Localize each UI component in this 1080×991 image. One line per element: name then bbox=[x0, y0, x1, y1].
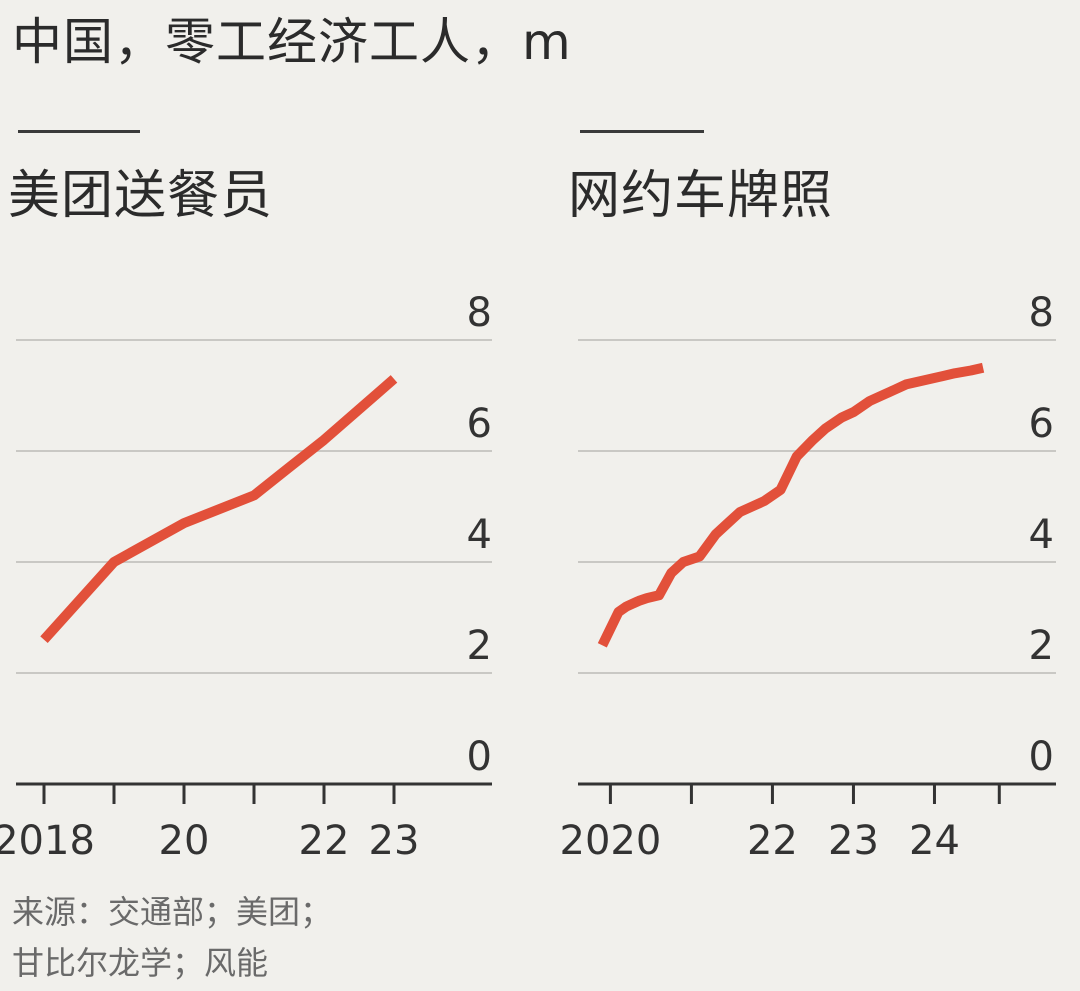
panel-right-rule bbox=[580, 130, 704, 133]
x-tick-label: 20 bbox=[159, 818, 210, 864]
x-tick-label: 22 bbox=[747, 818, 798, 864]
x-tick-label: 23 bbox=[369, 818, 420, 864]
y-tick-label: 2 bbox=[467, 623, 492, 669]
y-tick-label: 8 bbox=[1029, 290, 1054, 336]
source-line-1: 来源：交通部；美团； bbox=[12, 893, 333, 931]
x-tick-label: 23 bbox=[828, 818, 879, 864]
y-tick-label: 0 bbox=[467, 734, 492, 780]
y-tick-label: 4 bbox=[1029, 512, 1054, 558]
x-tick-label: 2018 bbox=[0, 818, 95, 864]
series-line bbox=[597, 362, 985, 648]
x-tick-label: 24 bbox=[909, 818, 960, 864]
y-tick-label: 6 bbox=[467, 401, 492, 447]
x-tick-label: 22 bbox=[299, 818, 350, 864]
y-tick-label: 2 bbox=[1029, 623, 1054, 669]
y-tick-label: 0 bbox=[1029, 734, 1054, 780]
source-line-2: 甘比尔龙学；风能 bbox=[12, 944, 269, 982]
panel-right-title: 网约车牌照 bbox=[568, 166, 834, 226]
figure-title: 中国，零工经济工人，m bbox=[12, 13, 572, 71]
x-tick-label: 2020 bbox=[560, 818, 662, 864]
panel-left-rule bbox=[18, 130, 140, 133]
y-tick-label: 8 bbox=[467, 290, 492, 336]
y-tick-label: 4 bbox=[467, 512, 492, 558]
series-line bbox=[40, 375, 398, 644]
y-tick-label: 6 bbox=[1029, 401, 1054, 447]
panel-left-title: 美团送餐员 bbox=[8, 166, 274, 226]
